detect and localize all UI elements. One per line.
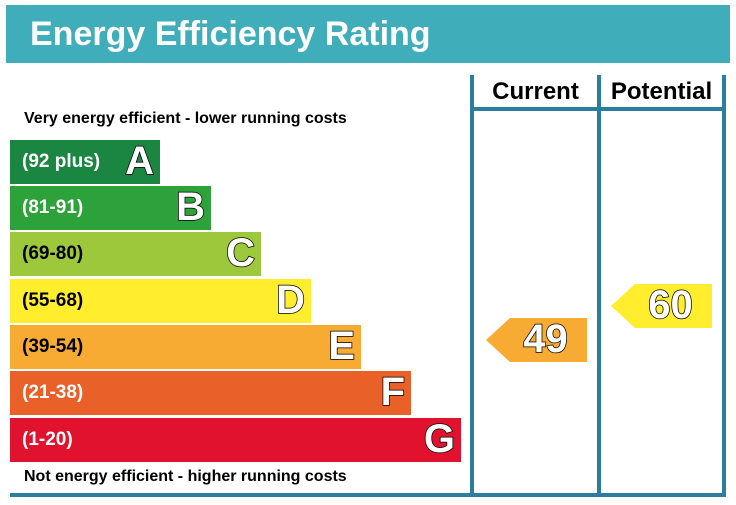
band-c-range: (69-80) — [22, 243, 84, 264]
band-c: (69-80) C — [10, 230, 261, 276]
band-g-range: (1-20) — [22, 429, 73, 450]
band-e-range: (39-54) — [22, 336, 84, 357]
bottom-note: Not energy efficient - higher running co… — [24, 468, 347, 485]
current-column-left-border — [470, 75, 474, 497]
band-f-range: (21-38) — [22, 382, 84, 403]
current-rating-value: 49 — [523, 316, 569, 362]
potential-column-header: Potential — [610, 78, 713, 105]
band-g-letter: G — [423, 416, 456, 462]
band-a: (92 plus) A — [10, 138, 160, 184]
potential-rating-arrow: 60 — [611, 282, 712, 328]
potential-rating-value: 60 — [648, 282, 694, 328]
band-f: (21-38) F — [10, 369, 411, 415]
potential-column-right-border — [722, 75, 726, 497]
band-a-range: (92 plus) — [22, 151, 101, 172]
current-column-right-border — [597, 75, 601, 497]
current-arrow-shape — [486, 318, 587, 362]
band-c-letter: C — [225, 230, 255, 276]
bottom-rule — [10, 493, 726, 497]
band-a-letter: A — [124, 138, 154, 184]
band-b: (81-91) B — [10, 184, 211, 230]
band-e-letter: E — [328, 323, 356, 369]
band-b-range: (81-91) — [22, 197, 84, 218]
title-bar: Energy Efficiency Rating — [6, 5, 730, 63]
band-g: (1-20) G — [10, 416, 461, 462]
top-note: Very energy efficient - lower running co… — [24, 110, 347, 127]
band-d-range: (55-68) — [22, 290, 84, 311]
band-d-letter: D — [275, 277, 305, 323]
band-b-letter: B — [175, 184, 205, 230]
potential-arrow-shape — [611, 284, 712, 328]
band-f-letter: F — [380, 369, 406, 415]
band-d: (55-68) D — [10, 277, 311, 323]
chart-title: Energy Efficiency Rating — [30, 15, 431, 53]
header-rule — [470, 107, 726, 111]
band-e: (39-54) E — [10, 323, 361, 369]
current-rating-arrow: 49 — [486, 316, 587, 362]
current-column-header: Current — [492, 78, 579, 105]
